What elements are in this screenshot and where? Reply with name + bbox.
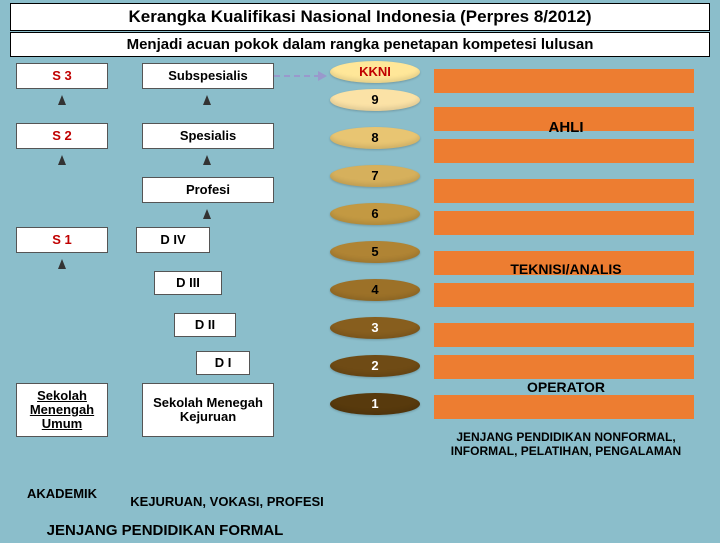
akademik-box-1: S 2 [16,123,108,149]
column-nonformal: AHLI TEKNISI/ANALIS OPERATOR JENJANG PENDID… [428,61,710,501]
vokasi-box-6: D I [196,351,250,375]
vokasi-box-2: Profesi [142,177,274,203]
kkni-level-6: 6 [330,203,420,225]
nonformal-label-1: TEKNISI/ANALIS [436,261,696,277]
nonformal-label-0: AHLI [436,119,696,136]
kkni-level-5: 5 [330,241,420,263]
main-grid: S 3 S 2 S 1 Sekolah Menengah Umum Subspesia… [0,61,720,501]
nonformal-bar-9 [434,395,694,419]
vokasi-box-4: D III [154,271,222,295]
nonformal-label-2: OPERATOR [436,379,696,395]
kkni-level-7: 7 [330,165,420,187]
nonformal-bar-3 [434,179,694,203]
akademik-box-3: Sekolah Menengah Umum [16,383,108,437]
kkni-level-2: 2 [330,355,420,377]
akademik-box-0: S 3 [16,63,108,89]
nonformal-bar-0 [434,69,694,93]
column-kkni-ladder: KKNI 9 8 7 6 5 4 3 2 1 [328,61,428,501]
footer-vokasi: KEJURUAN, VOKASI, PROFESI [122,495,332,509]
kkni-level-8: 8 [330,127,420,149]
kkni-header: KKNI [330,61,420,83]
nonformal-bar-2 [434,139,694,163]
title: Kerangka Kualifikasi Nasional Indonesia … [10,3,710,31]
footer-akademik: AKADEMIK [8,486,116,501]
footer-nonformal: JENJANG PENDIDIKAN NONFORMAL, INFORMAL, … [436,431,696,459]
nonformal-bar-4 [434,211,694,235]
vokasi-box-7: Sekolah Menegah Kejuruan [142,383,274,437]
vokasi-box-3: D IV [136,227,210,253]
vokasi-box-0: Subspesialis [142,63,274,89]
vokasi-box-1: Spesialis [142,123,274,149]
kkni-level-4: 4 [330,279,420,301]
kkni-level-9: 9 [330,89,420,111]
vokasi-box-5: D II [174,313,236,337]
nonformal-bar-6 [434,283,694,307]
kkni-level-3: 3 [330,317,420,339]
column-vokasi: Subspesialis Spesialis Profesi D IV D III D I… [118,61,328,501]
nonformal-bar-8 [434,355,694,379]
footer-formal: JENJANG PENDIDIKAN FORMAL [0,522,330,539]
subtitle: Menjadi acuan pokok dalam rangka penetap… [10,32,710,57]
nonformal-bar-7 [434,323,694,347]
akademik-box-2: S 1 [16,227,108,253]
column-akademik: S 3 S 2 S 1 Sekolah Menengah Umum [10,61,118,501]
kkni-level-1: 1 [330,393,420,415]
